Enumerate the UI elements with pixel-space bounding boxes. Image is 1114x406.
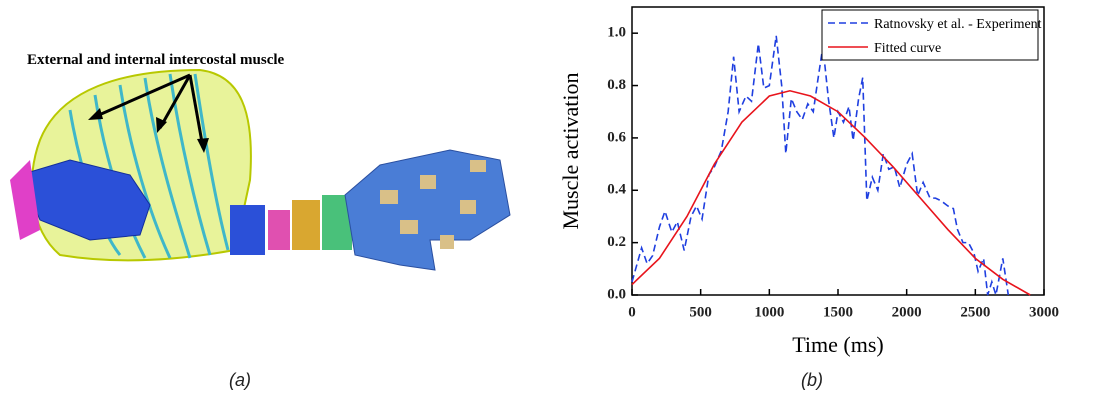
x-tick-label: 0 bbox=[628, 304, 636, 320]
figure: External and internal intercostal muscle… bbox=[0, 0, 1114, 406]
y-tick-label: 0.8 bbox=[607, 77, 626, 93]
x-tick-label: 1000 bbox=[754, 304, 784, 320]
vertebra bbox=[292, 200, 320, 250]
x-axis-label: Time (ms) bbox=[792, 332, 883, 357]
chart: 0 500 1000 1500 2000 2500 3000 0.0 0.2 0.4 0.6 0.8 1… bbox=[558, 7, 1059, 357]
caption: (a) bbox=[229, 370, 251, 390]
model-illustration: External and internal intercostal muscle bbox=[10, 52, 510, 270]
y-tick-label: 1.0 bbox=[607, 25, 626, 41]
y-tick-label: 0.4 bbox=[607, 182, 626, 198]
x-tick-label: 2500 bbox=[960, 304, 990, 320]
y-tick-label: 0.6 bbox=[607, 129, 626, 145]
line bbox=[632, 36, 1008, 295]
y-tick-label: 0.2 bbox=[607, 234, 626, 250]
vertebra bbox=[230, 205, 265, 255]
x-tick-label: 2000 bbox=[892, 304, 922, 320]
x-tick-label: 3000 bbox=[1029, 304, 1059, 320]
x-tick-label: 500 bbox=[689, 304, 712, 320]
vertebra bbox=[268, 210, 290, 250]
y-axis-label: Muscle activation bbox=[558, 72, 583, 229]
x-tick-label: 1500 bbox=[823, 304, 853, 320]
caption: (b) bbox=[801, 370, 823, 390]
legend-label: Ratnovsky et al. - Experiment bbox=[874, 17, 1042, 32]
legend-label: Fitted curve bbox=[874, 41, 941, 56]
annotation: External and internal intercostal muscle bbox=[27, 52, 285, 68]
y-tick-label: 0.0 bbox=[607, 286, 626, 302]
